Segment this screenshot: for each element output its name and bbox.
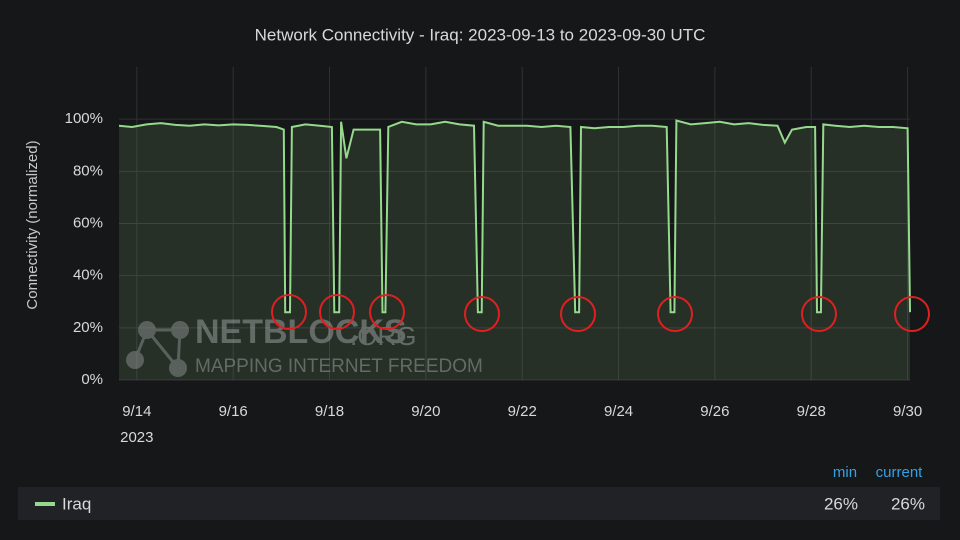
stat-header[interactable]: min — [833, 464, 857, 481]
x-tick-label: 9/14 — [122, 403, 151, 420]
highlight-circle — [319, 294, 355, 330]
logo-dot — [171, 321, 189, 339]
line — [118, 119, 911, 314]
y-tick-label: 80% — [73, 162, 103, 179]
x-tick-label: 9/30 — [893, 403, 922, 420]
legend-label[interactable]: Iraq — [62, 494, 91, 513]
highlight-circle — [801, 296, 837, 332]
x-tick-label: 9/16 — [219, 403, 248, 420]
watermark-suffix: .ORG — [350, 321, 416, 351]
stat-value: 26% — [824, 494, 858, 513]
y-tick-label: 100% — [65, 110, 103, 127]
x-year-label: 2023 — [120, 429, 153, 446]
stat-header[interactable]: current — [876, 464, 924, 481]
x-tick-label: 9/24 — [604, 403, 633, 420]
x-tick-label: 9/22 — [508, 403, 537, 420]
x-tick-label: 9/18 — [315, 403, 344, 420]
y-tick-label: 0% — [81, 371, 103, 388]
highlight-circle — [894, 296, 930, 332]
y-tick-label: 40% — [73, 267, 103, 284]
x-tick-label: 9/20 — [411, 403, 440, 420]
highlight-circle — [560, 296, 596, 332]
x-tick-label: 9/28 — [797, 403, 826, 420]
logo-lines — [133, 328, 182, 369]
annotations — [271, 294, 930, 332]
y-tick-label: 20% — [73, 319, 103, 336]
y-axis-label: Connectivity (normalized) — [24, 140, 41, 309]
logo-dot — [126, 351, 144, 369]
legend-swatch — [35, 502, 55, 506]
plot-area: 0% 20% 40% 60% 80% 100% 9/14 9/16 9/18 9/20 9/22 9/… — [65, 67, 922, 446]
highlight-circle — [657, 296, 693, 332]
logo-dot — [169, 359, 187, 377]
y-tick-label: 60% — [73, 214, 103, 231]
stat-value: 26% — [891, 494, 925, 513]
watermark-tagline: MAPPING INTERNET FREEDOM — [195, 356, 483, 377]
highlight-circle — [369, 294, 405, 330]
chart-title: Network Connectivity - Iraq: 2023-09-13 … — [255, 25, 706, 44]
area — [119, 120, 910, 380]
highlight-circle — [271, 294, 307, 330]
x-tick-label: 9/26 — [700, 403, 729, 420]
logo-dot — [138, 321, 156, 339]
highlight-circle — [464, 296, 500, 332]
legend-row — [18, 487, 940, 520]
